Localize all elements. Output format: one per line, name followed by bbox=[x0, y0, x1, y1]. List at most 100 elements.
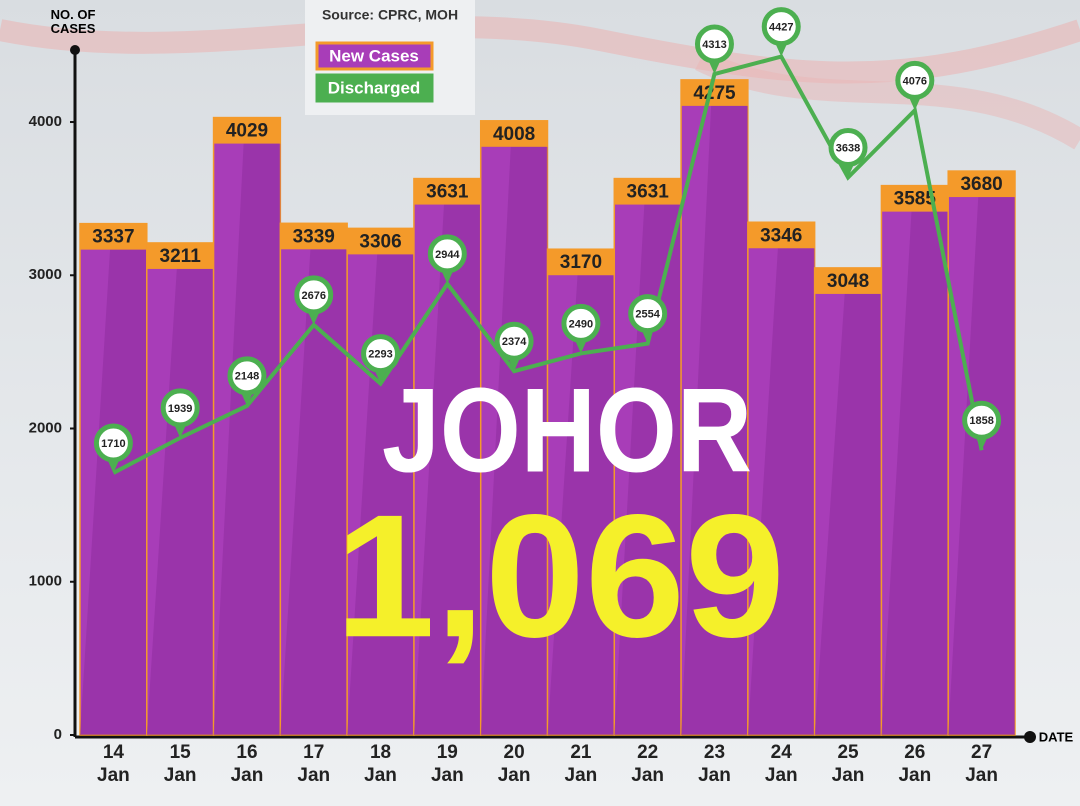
legend-label: Discharged bbox=[328, 78, 421, 97]
bar-cap bbox=[413, 178, 481, 205]
x-tick-label: 20 Jan bbox=[497, 742, 531, 786]
marker-label: 2148 bbox=[235, 371, 259, 383]
bar-shade bbox=[814, 293, 882, 735]
bar-shade bbox=[547, 275, 615, 735]
marker-label: 2554 bbox=[635, 309, 660, 321]
bar-cap bbox=[480, 120, 548, 147]
marker-label: 2676 bbox=[302, 290, 326, 302]
y-tick-label: 4000 bbox=[29, 113, 62, 130]
bar-cap bbox=[814, 267, 882, 294]
x-tick-label: 19 Jan bbox=[430, 742, 464, 786]
bar-shade bbox=[213, 143, 281, 735]
bar-value-label: 3631 bbox=[426, 182, 469, 203]
bar-cap bbox=[881, 185, 949, 212]
bar-shade bbox=[881, 211, 949, 736]
x-tick-label: 23 Jan bbox=[698, 742, 731, 786]
x-tick-label: 14 Jan bbox=[97, 742, 130, 786]
marker bbox=[828, 127, 868, 167]
bar-shade bbox=[681, 105, 748, 735]
x-tick-label: 25 Jan bbox=[831, 742, 865, 786]
bar-value-label: 3211 bbox=[160, 246, 202, 267]
legend-label: New Cases bbox=[329, 46, 419, 65]
x-tick-label: 16 Jan bbox=[230, 742, 264, 786]
x-tick-label: 24 Jan bbox=[764, 742, 798, 786]
x-tick-label: 15 Jan bbox=[163, 742, 197, 786]
axis-dot bbox=[70, 45, 80, 55]
y-tick-label: 1000 bbox=[29, 573, 62, 590]
bar-cap bbox=[747, 222, 815, 249]
x-tick-label: 18 Jan bbox=[364, 742, 397, 786]
bar-value-label: 3337 bbox=[92, 227, 134, 248]
bar-shade bbox=[948, 197, 1015, 736]
marker bbox=[628, 294, 668, 334]
bar-cap bbox=[213, 117, 281, 144]
marker-label: 2944 bbox=[435, 249, 460, 261]
bar-shade bbox=[413, 204, 481, 735]
source: Source: CPRC, MOH bbox=[322, 7, 458, 23]
marker bbox=[694, 24, 734, 64]
marker bbox=[761, 7, 801, 47]
bar-shade bbox=[614, 204, 682, 735]
marker-label: 2490 bbox=[569, 318, 593, 330]
bar-value-label: 4275 bbox=[693, 83, 736, 104]
bar-cap bbox=[280, 223, 348, 250]
bar-cap bbox=[347, 228, 414, 255]
marker bbox=[361, 334, 401, 374]
marker bbox=[160, 388, 200, 428]
marker bbox=[294, 275, 334, 315]
marker-label: 3638 bbox=[836, 142, 860, 154]
marker-label: 1939 bbox=[168, 403, 192, 415]
bar-value-label: 3680 bbox=[960, 174, 1002, 195]
legend-swatch bbox=[315, 73, 434, 103]
bar-cap bbox=[547, 249, 615, 276]
y-tick-label: 2000 bbox=[29, 419, 62, 436]
bar-cap bbox=[614, 178, 682, 205]
bar-shade bbox=[747, 248, 815, 735]
bar-cap bbox=[681, 79, 748, 106]
bar-shade bbox=[280, 249, 348, 735]
x-tick-label: 21 Jan bbox=[564, 742, 598, 786]
bar-cap bbox=[146, 242, 214, 269]
bar-value-label: 3048 bbox=[827, 271, 869, 292]
bar-cap bbox=[80, 223, 147, 250]
x-tick-label: 27 Jan bbox=[965, 742, 998, 786]
x-axis-label: DATE bbox=[1039, 729, 1074, 744]
marker bbox=[561, 303, 601, 343]
bar-shade bbox=[480, 146, 548, 736]
marker-label: 1858 bbox=[969, 415, 993, 427]
y-tick-label: 0 bbox=[54, 726, 62, 743]
marker-label: 2293 bbox=[368, 349, 392, 361]
bar-shade bbox=[347, 254, 414, 735]
marker-label: 1710 bbox=[101, 438, 125, 450]
legend-swatch bbox=[315, 41, 434, 71]
y-tick-label: 3000 bbox=[29, 266, 62, 283]
marker bbox=[93, 423, 133, 463]
marker-label: 2374 bbox=[502, 336, 527, 348]
axis-dot bbox=[1024, 731, 1036, 743]
bar-value-label: 3170 bbox=[560, 252, 602, 273]
marker bbox=[895, 60, 935, 100]
bar-shade bbox=[146, 268, 214, 735]
annotation-title: JOHOR bbox=[382, 364, 752, 498]
marker bbox=[494, 321, 534, 361]
bar-cap bbox=[948, 171, 1015, 198]
marker bbox=[962, 400, 1002, 440]
marker-label: 4427 bbox=[769, 21, 793, 33]
marker-label: 4076 bbox=[903, 75, 927, 87]
marker-label: 4313 bbox=[702, 39, 726, 51]
bar-value-label: 4029 bbox=[226, 121, 268, 142]
marker bbox=[227, 356, 267, 396]
bar-value-label: 3306 bbox=[359, 231, 401, 252]
x-tick-label: 17 Jan bbox=[297, 742, 331, 786]
x-tick-label: 22 Jan bbox=[631, 742, 665, 786]
marker bbox=[427, 234, 467, 274]
bar-shade bbox=[80, 249, 147, 735]
bar-value-label: 4008 bbox=[493, 124, 535, 145]
bar-value-label: 3346 bbox=[760, 225, 802, 246]
bar-value-label: 3339 bbox=[293, 226, 335, 247]
x-tick-label: 26 Jan bbox=[898, 742, 932, 786]
background-stripe bbox=[695, 50, 1080, 150]
bar-value-label: 3631 bbox=[627, 182, 670, 203]
